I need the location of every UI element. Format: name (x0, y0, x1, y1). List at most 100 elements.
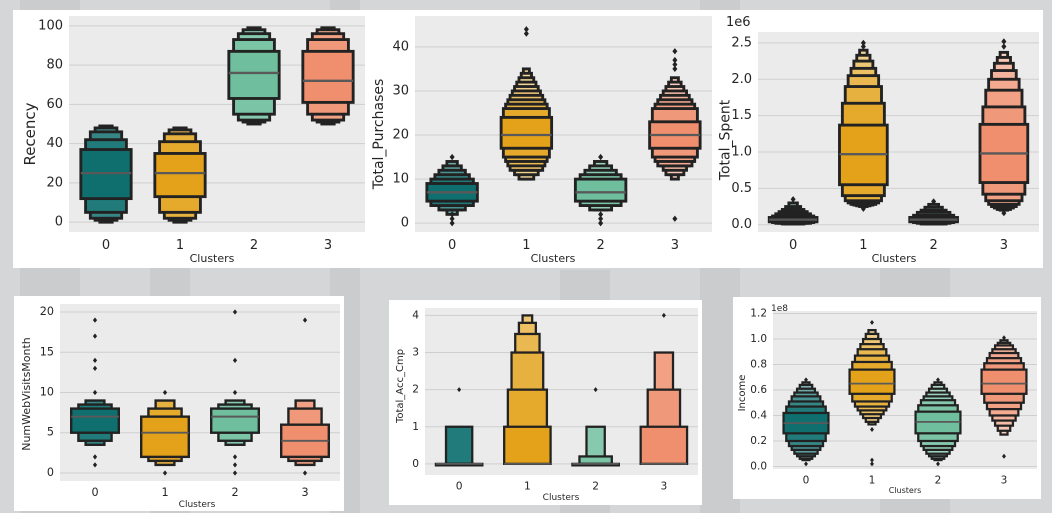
y-axis-label: Recency (21, 102, 39, 165)
x-tick-label: 2 (592, 480, 599, 493)
outlier-point (870, 457, 874, 463)
outlier-point (302, 470, 308, 476)
y-tick-label: 100 (38, 18, 63, 33)
y-tick-label: 4 (412, 308, 419, 321)
boxen-level (848, 368, 896, 395)
cluster-0-boxen (767, 196, 819, 226)
boxen-level (980, 368, 1028, 395)
x-tick-label: 1 (161, 486, 168, 499)
x-tick-label: 1 (859, 238, 867, 253)
outlier-point (1002, 453, 1006, 459)
x-tick-label: 0 (789, 238, 797, 253)
boxen-level (444, 425, 474, 466)
x-tick-label: 2 (935, 475, 942, 487)
y-tick-label: 40 (46, 136, 63, 151)
cluster-2-boxen (227, 26, 281, 126)
cluster-0-boxen (70, 317, 120, 468)
outlier-point (232, 470, 238, 476)
x-axis-label: Clusters (179, 500, 216, 510)
boxen-level (301, 49, 355, 104)
cluster-3-boxen (280, 317, 330, 476)
y-tick-label: 10 (392, 172, 409, 187)
chart-num-web-visits: 0 5 10 15 20 0 1 2 3 NumWebVisitsMonth Clusters (20, 304, 340, 510)
y-tick-label: 40 (392, 39, 409, 54)
outlier-point (1001, 209, 1007, 217)
y-tick-label: 2.0 (731, 72, 752, 87)
chart-panel-total-spent: 0.0 0.5 1.0 1.5 2.0 2.5 0 1 2 3 Total_Spent Clus… (716, 10, 1043, 268)
x-tick-label: 3 (660, 480, 667, 493)
boxen-level (153, 152, 207, 199)
cluster-0-boxen (434, 387, 484, 467)
x-axis-label: Clusters (190, 252, 235, 265)
cluster-2-boxen (210, 309, 260, 476)
x-tick-label: 1 (524, 480, 531, 493)
outlier-point (870, 427, 874, 432)
cluster-2-boxen (914, 377, 962, 467)
y-tick-label: 0 (55, 215, 63, 230)
chart-panel-recency: 0 20 40 60 80 100 0 1 2 3 Recency Clusters (13, 10, 369, 268)
chart-income: 0.0 0.2 0.4 0.6 0.8 1.0 1.2 0 1 2 3 Income Cluste… (737, 304, 1037, 495)
outlier-point (672, 56, 678, 64)
boxen-level (210, 407, 260, 434)
boxen-level (499, 115, 554, 150)
x-tick-label: 0 (91, 486, 98, 499)
y-tick-label: 20 (46, 175, 63, 190)
y-tick-label: 2.5 (731, 35, 752, 50)
y-tick-label: 1 (412, 420, 419, 433)
cluster-3-boxen (648, 48, 702, 222)
outlier-point (232, 389, 238, 396)
x-tick-label: 0 (456, 480, 463, 493)
y-tick-label: 1.2 (750, 308, 767, 320)
y-tick-label: 30 (392, 83, 409, 98)
y-tick-label: 5 (47, 426, 54, 439)
outlier-point (593, 387, 598, 393)
cluster-2-boxen (908, 198, 959, 226)
y-tick-label: 0.4 (750, 409, 767, 421)
outlier-point (232, 309, 238, 315)
outlier-point (449, 153, 455, 161)
chart-total-spent: 0.0 0.5 1.0 1.5 2.0 2.5 0 1 2 3 Total_Spent Clus… (718, 15, 1039, 265)
cluster-0-boxen (425, 153, 479, 227)
outlier-point (457, 387, 462, 393)
x-tick-label: 3 (1000, 238, 1008, 253)
y-tick-label: 60 (46, 97, 63, 112)
y-tick-label: 0.0 (731, 217, 752, 232)
x-tick-label: 3 (324, 238, 332, 253)
x-tick-label: 2 (596, 238, 604, 253)
x-axis-label: Clusters (531, 252, 576, 265)
y-tick-label: 0.0 (750, 460, 767, 472)
y-tick-label: 0.2 (750, 435, 767, 447)
x-tick-label: 2 (929, 238, 937, 253)
outlier-point (232, 454, 238, 460)
y-axis-label: Income (737, 375, 748, 412)
y-axis-label: NumWebVisitsMonth (20, 337, 33, 451)
y-axis-label: Total_Spent (718, 99, 734, 181)
outlier-point (661, 312, 666, 318)
x-axis-label: Clusters (543, 493, 580, 503)
y-tick-label: 1.0 (750, 333, 767, 345)
y-tick-label: 0 (401, 216, 409, 231)
axis-offset-label: 1e6 (726, 15, 751, 30)
y-tick-label: 1.0 (731, 145, 752, 160)
outlier-point (232, 357, 238, 363)
x-axis-label: Clusters (872, 252, 917, 265)
axis-offset-label: 1e8 (771, 304, 788, 314)
x-tick-label: 0 (102, 238, 110, 253)
chart-recency: 0 20 40 60 80 100 0 1 2 3 Recency Clusters (21, 16, 365, 265)
cluster-1-boxen (848, 319, 896, 467)
outlier-point (92, 317, 98, 323)
cluster-3-boxen (639, 312, 689, 466)
chart-panel-income: 0.0 0.2 0.4 0.6 0.8 1.0 1.2 0 1 2 3 Income Cluste… (733, 297, 1041, 499)
outlier-point (1001, 43, 1007, 50)
cluster-3-boxen (301, 26, 355, 126)
outlier-point (92, 365, 98, 371)
outlier-point (92, 454, 98, 460)
outlier-point (672, 215, 678, 222)
boxen-level (503, 425, 552, 466)
boxen-level (70, 407, 120, 434)
boxen-level (573, 177, 628, 203)
y-tick-label: 2 (412, 383, 419, 396)
chart-panel-num-web-visits: 0 5 10 15 20 0 1 2 3 NumWebVisitsMonth Clusters (14, 296, 344, 511)
y-tick-label: 15 (40, 345, 54, 358)
cluster-1-boxen (140, 389, 190, 476)
